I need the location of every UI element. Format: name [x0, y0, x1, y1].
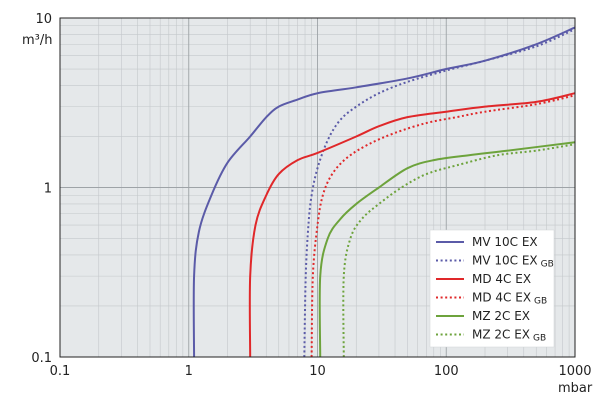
series-line-4 — [318, 141, 576, 358]
legend-label: MV 10C EX — [472, 235, 538, 249]
series-line-1 — [303, 28, 576, 358]
x-tick-label: 1 — [185, 364, 193, 379]
y-tick-label: 0.1 — [31, 351, 52, 366]
legend-label: MD 4C EX — [472, 272, 531, 286]
x-unit-label: mbar — [558, 381, 593, 396]
legend-box — [429, 229, 555, 348]
x-tick-labels: 0.1 1 10 100 1000 — [50, 364, 592, 379]
x-tick-label: 10 — [309, 364, 326, 379]
legend-label: MZ 2C EX — [472, 309, 530, 323]
x-tick-label: 1000 — [558, 364, 591, 379]
plot-frame — [59, 17, 576, 358]
legend-label: MD 4C EX GB — [472, 291, 547, 307]
y-tick-label: 10 — [35, 12, 52, 27]
legend-label: MV 10C EX GB — [472, 254, 554, 270]
y-tick-labels: 10 1 0.1 — [31, 12, 52, 366]
legend: MV 10C EX MV 10C EX GB MD 4C EX MD 4C EX GB MZ… — [429, 229, 555, 348]
y-unit-label: m³/h — [22, 33, 53, 48]
x-tick-label: 0.1 — [50, 364, 71, 379]
series-line-3 — [310, 94, 576, 358]
series-layer — [192, 26, 576, 358]
series-line-2 — [248, 92, 576, 358]
legend-label: MZ 2C EX GB — [472, 328, 546, 344]
x-tick-label: 100 — [434, 364, 459, 379]
series-line-0 — [192, 26, 576, 358]
y-tick-label: 1 — [44, 182, 52, 197]
series-line-5 — [342, 143, 576, 358]
